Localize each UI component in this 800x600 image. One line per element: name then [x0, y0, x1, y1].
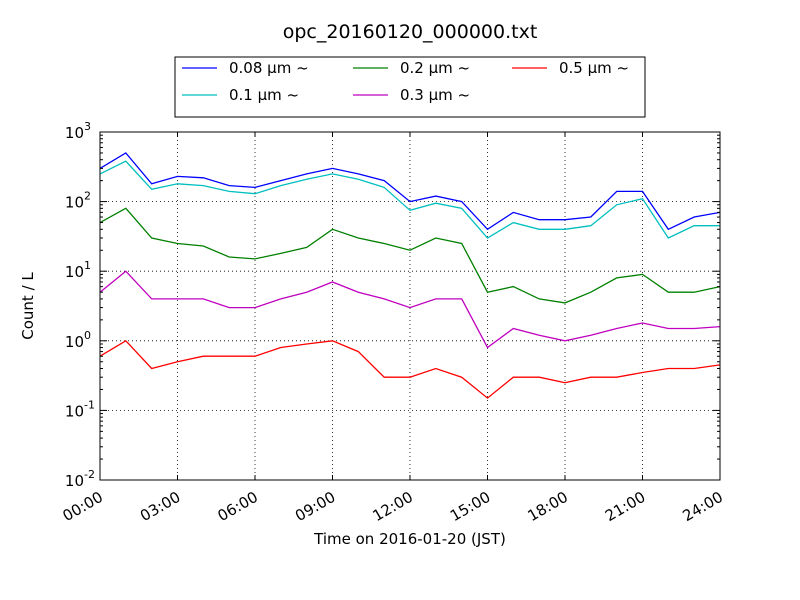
y-tick-base: 10 [65, 333, 84, 351]
x-tick-label: 24:00 [680, 488, 726, 525]
axis-ticks [99, 131, 721, 481]
legend-label-4: 0.5 μm ~ [559, 59, 629, 77]
y-tick-exponent: -2 [84, 468, 95, 481]
x-tick-label: 06:00 [215, 488, 261, 525]
series-group [99, 152, 721, 399]
series-line-4 [99, 339, 721, 399]
y-tick-label: 10 3 [65, 120, 91, 142]
y-tick-base: 10 [65, 472, 84, 490]
x-tick-label: 15:00 [447, 488, 493, 525]
x-tick-label: 03:00 [137, 488, 183, 525]
legend-label-3: 0.3 μm ~ [400, 86, 470, 104]
y-tick-label: 10 -1 [65, 398, 95, 420]
y-tick-label: 10 2 [65, 190, 91, 212]
y-tick-exponent: 0 [84, 329, 91, 342]
x-tick-label: 09:00 [292, 488, 338, 525]
y-tick-exponent: 1 [84, 259, 91, 272]
grid-lines [100, 132, 720, 480]
x-tick-label: 21:00 [602, 488, 648, 525]
x-tick-label: 00:00 [60, 488, 106, 525]
y-tick-base: 10 [65, 124, 84, 142]
y-tick-exponent: -1 [84, 398, 95, 411]
series-line-3 [99, 270, 721, 349]
legend-label-1: 0.1 μm ~ [229, 86, 299, 104]
y-tick-exponent: 2 [84, 190, 91, 203]
legend: 0.08 μm ~ 0.1 μm ~ 0.2 μm ~ 0.3 μm ~ 0.5 μm … [174, 56, 646, 118]
y-tick-exponent: 3 [84, 120, 91, 133]
x-tick-label: 18:00 [525, 488, 571, 525]
legend-label-0: 0.08 μm ~ [229, 59, 309, 77]
y-tick-label: 10 0 [65, 329, 91, 351]
series-line-0 [99, 152, 721, 231]
y-tick-label: 10 1 [65, 259, 91, 281]
chart-title: opc_20160120_000000.txt [283, 21, 538, 43]
y-tick-base: 10 [65, 263, 84, 281]
x-tick-labels: 00:00 03:00 06:00 09:00 12:00 15:00 18:00 21:00… [60, 488, 726, 525]
x-tick-label: 12:00 [370, 488, 416, 525]
legend-label-2: 0.2 μm ~ [400, 59, 470, 77]
legend-box [174, 56, 646, 118]
y-tick-base: 10 [65, 402, 84, 420]
y-axis-label: Count / L [19, 272, 37, 340]
y-tick-base: 10 [65, 194, 84, 212]
x-axis-label: Time on 2016-01-20 (JST) [313, 530, 506, 548]
series-line-1 [99, 160, 720, 239]
y-tick-label: 10 -2 [65, 468, 95, 490]
series-line-2 [99, 207, 721, 304]
